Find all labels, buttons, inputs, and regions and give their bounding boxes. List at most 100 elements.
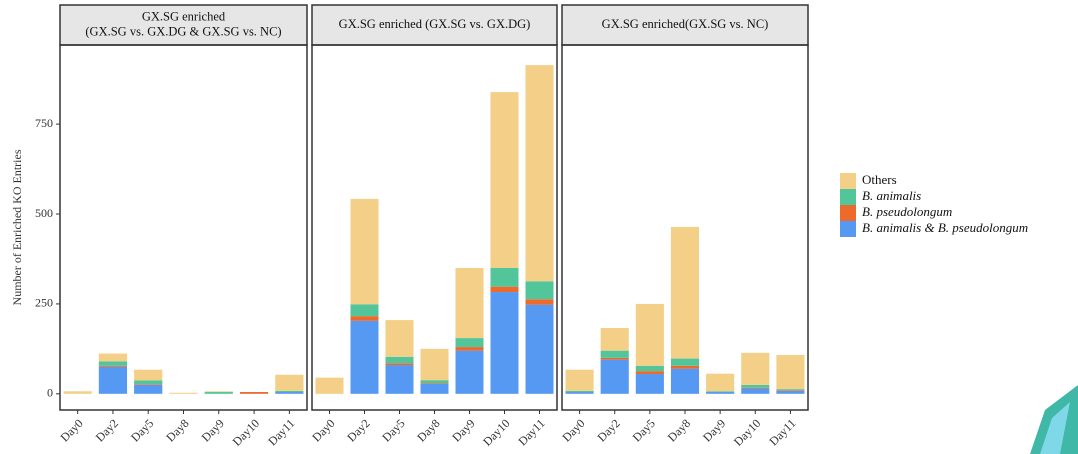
bar-segment [275,391,303,392]
legend-swatch [840,205,856,221]
x-tick-label: Day2 [594,416,622,444]
bar-segment [526,299,554,304]
bar-segment [776,391,804,394]
x-tick-label: Day8 [163,416,191,444]
legend-swatch [840,221,856,237]
x-tick-label: Day5 [128,416,156,444]
x-tick-label: Day0 [309,416,337,444]
bar-segment [205,391,233,392]
bar-segment [741,388,769,393]
legend-swatch [840,189,856,205]
bar-segment [275,375,303,391]
bar-segment [566,391,594,392]
legend-label: B. animalis & B. pseudolongum [862,220,1028,235]
bar-segment [601,328,629,351]
x-tick-label: Day10 [731,416,764,449]
bar-segment [526,305,554,394]
bar-segment [601,358,629,360]
bar-segment [205,392,233,394]
bar-segment [386,363,414,365]
bar-segment [636,366,664,371]
bar-segment [351,321,379,394]
bar-segment [601,360,629,394]
y-tick-label: 250 [35,296,53,310]
y-tick-label: 500 [35,206,53,220]
bar-segment [351,304,379,316]
x-tick-label: Day10 [480,416,513,449]
bar-segment [491,287,519,292]
bar-segment [671,359,699,366]
bar-segment [99,367,127,394]
bar-segment [566,370,594,391]
bar-segment [134,370,162,381]
bar-segment [169,393,197,394]
bar-segment [706,374,734,392]
bar-segment [741,385,769,388]
bar-segment [64,391,92,394]
bar-segment [386,365,414,394]
x-tick-label: Day2 [93,416,121,444]
bar-segment [601,351,629,358]
legend-label: B. pseudolongum [862,204,952,219]
bar-segment [134,385,162,394]
bar-segment [421,349,449,380]
x-tick-label: Day11 [265,416,297,448]
x-tick-label: Day0 [559,416,587,444]
facet-title: GX.SG enriched (GX.SG vs. GX.DG) [339,17,531,31]
x-tick-label: Day8 [414,416,442,444]
bar-segment [706,392,734,394]
legend-swatch [840,173,856,189]
bar-segment [706,391,734,392]
bar-segment [421,380,449,383]
x-tick-label: Day9 [199,416,227,444]
bar-segment [351,199,379,304]
chart: Number of Enriched KO Entries 0 250 500 750 G… [0,0,1078,454]
bar-segment [491,92,519,268]
bar-segment [526,281,554,299]
x-tick-label: Day11 [515,416,547,448]
bar-segment [741,353,769,385]
bar-segment [671,366,699,369]
bar-segment [351,316,379,321]
facet-title: GX.SG enriched [142,9,226,23]
bar-segment [491,292,519,394]
bar-segment [636,371,664,374]
bar-segment [671,227,699,359]
y-tick-label: 750 [35,116,53,130]
bar-segment [421,384,449,394]
bar-segment [741,388,769,389]
legend-label: B. animalis [862,188,921,203]
bar-segment [491,268,519,287]
bar-segment [134,381,162,385]
bar-segment [386,357,414,363]
x-tick-label: Day11 [766,416,798,448]
bar-segment [566,392,594,394]
x-tick-label: Day0 [57,416,85,444]
bar-segment [776,389,804,390]
bar-segment [776,355,804,389]
x-tick-label: Day2 [344,416,372,444]
x-tick-label: Day9 [449,416,477,444]
facet-title: GX.SG enriched(GX.SG vs. NC) [602,17,769,31]
bar-segment [456,338,484,347]
bar-segment [316,378,344,394]
bar-segment [99,361,127,365]
bar-segment [99,366,127,367]
bar-segment [134,384,162,385]
bar-segment [275,392,303,394]
x-tick-label: Day5 [630,416,658,444]
bar-segment [421,383,449,384]
x-tick-label: Day8 [665,416,693,444]
bar-segment [240,392,268,394]
panel-border [60,45,307,410]
facet-title: (GX.SG vs. GX.DG & GX.SG vs. NC) [85,24,281,38]
legend-label: Others [862,172,897,187]
bar-segment [636,304,664,366]
bar-segment [456,268,484,338]
y-tick-label: 0 [47,386,53,400]
bar-segment [526,65,554,281]
bar-segment [636,374,664,394]
x-tick-label: Day5 [379,416,407,444]
x-tick-label: Day10 [230,416,263,449]
y-axis-label: Number of Enriched KO Entries [10,149,24,305]
